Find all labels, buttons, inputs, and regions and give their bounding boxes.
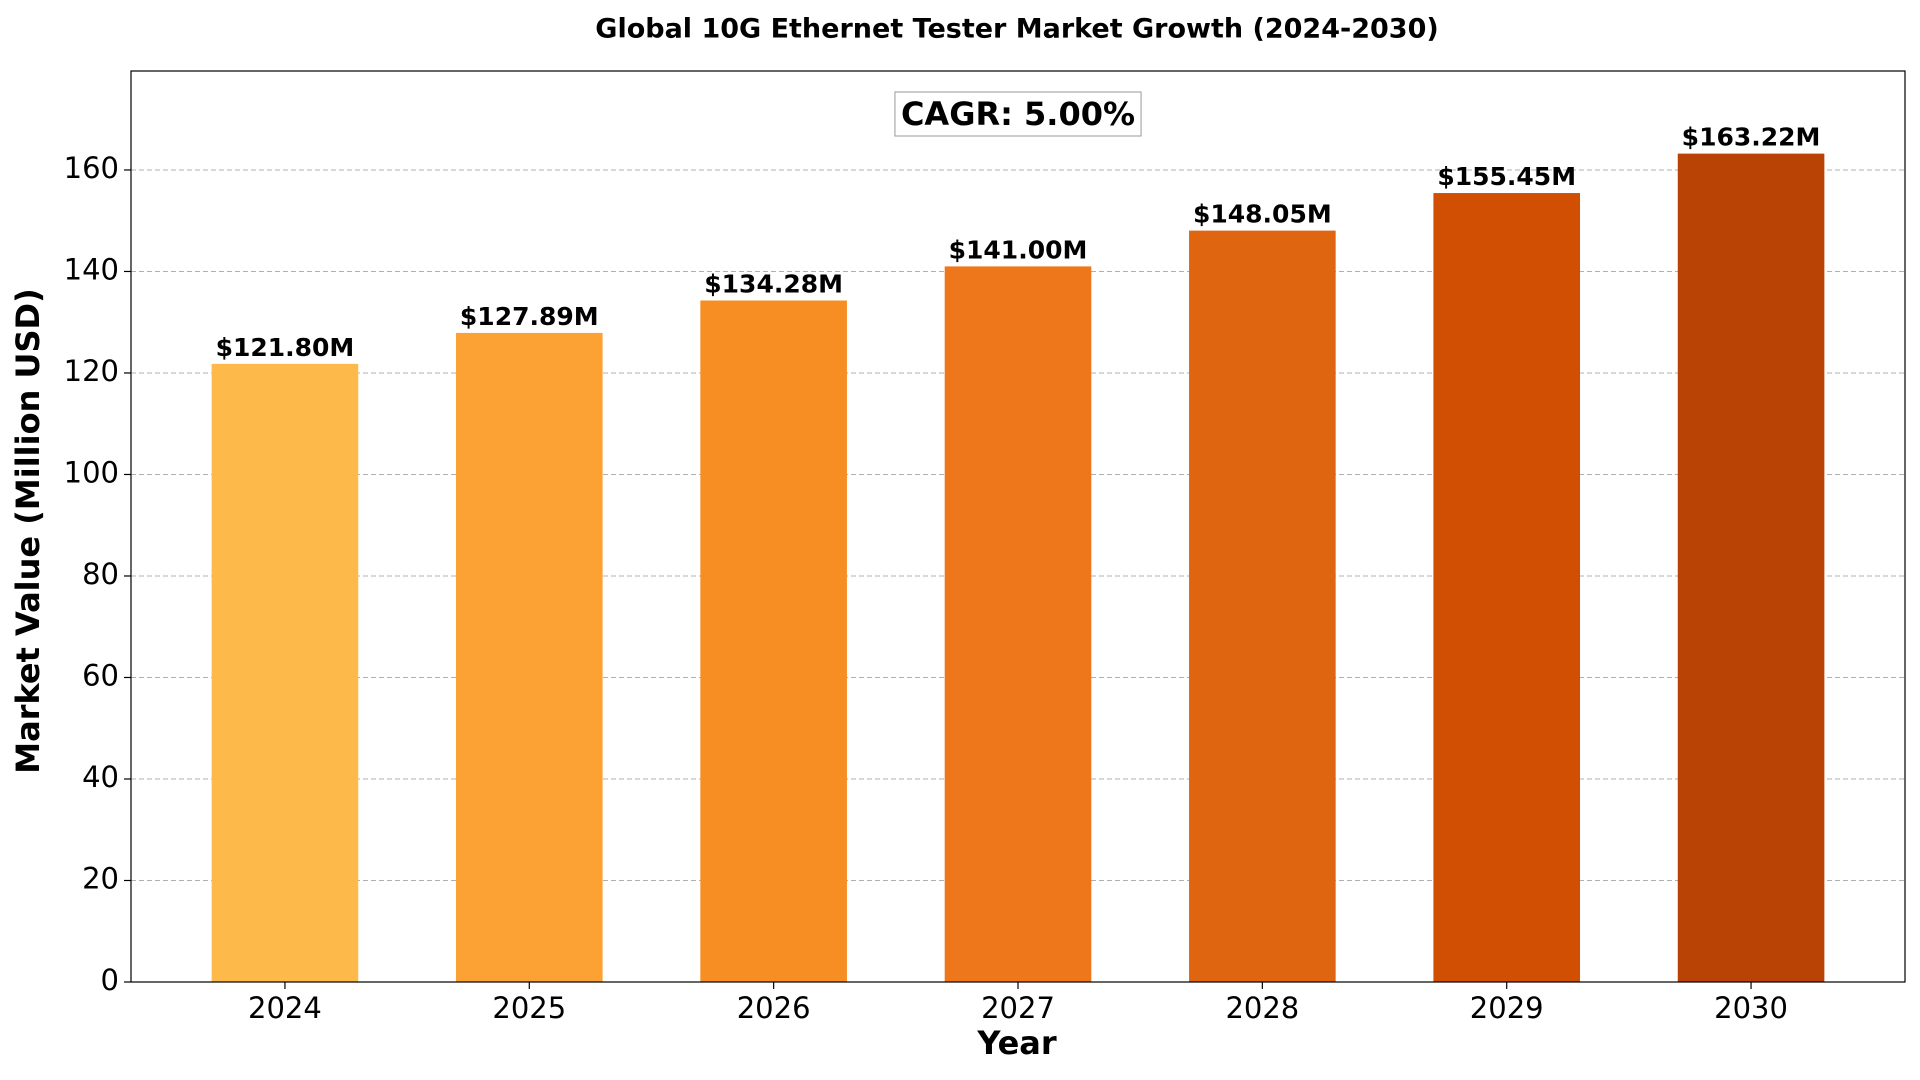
bar [1433, 193, 1581, 982]
value-label: $121.80M [216, 333, 355, 362]
value-label: $127.89M [460, 302, 599, 331]
plot-frame [130, 70, 1906, 983]
y-tick-label: 140 [64, 252, 119, 286]
value-label: $163.22M [1682, 123, 1821, 152]
x-tick-label: 2028 [1225, 991, 1299, 1025]
annotation: CAGR: 5.00% [901, 95, 1135, 133]
y-tick-label: 40 [82, 760, 119, 794]
value-label: $141.00M [949, 235, 1088, 264]
y-tick-label: 0 [101, 963, 119, 997]
bar [944, 266, 1092, 983]
y-tick-label: 80 [82, 557, 119, 591]
value-label: $134.28M [704, 270, 843, 299]
x-tick-label: 2030 [1714, 991, 1788, 1025]
bar [455, 332, 603, 982]
x-tick-label: 2029 [1470, 991, 1544, 1025]
value-label: $155.45M [1437, 162, 1576, 191]
x-axis-label: Year [976, 1024, 1057, 1062]
y-tick-label: 160 [64, 151, 119, 185]
x-tick-label: 2027 [981, 991, 1055, 1025]
bar [1189, 230, 1336, 982]
y-tick-label: 60 [82, 658, 119, 692]
annotation-box [894, 91, 1142, 137]
x-tick-label: 2024 [248, 991, 322, 1025]
y-tick-label: 20 [82, 861, 119, 895]
value-label: $148.05M [1193, 200, 1332, 229]
bar [211, 363, 359, 982]
bar [1677, 153, 1825, 983]
y-tick-label: 100 [64, 455, 119, 489]
x-tick-label: 2026 [737, 991, 811, 1025]
x-tick-label: 2025 [492, 991, 566, 1025]
y-tick-label: 120 [64, 354, 119, 388]
bar [700, 300, 847, 982]
chart-title: Global 10G Ethernet Tester Market Growth… [595, 14, 1438, 45]
y-axis-label: Market Value (Million USD) [9, 288, 47, 773]
